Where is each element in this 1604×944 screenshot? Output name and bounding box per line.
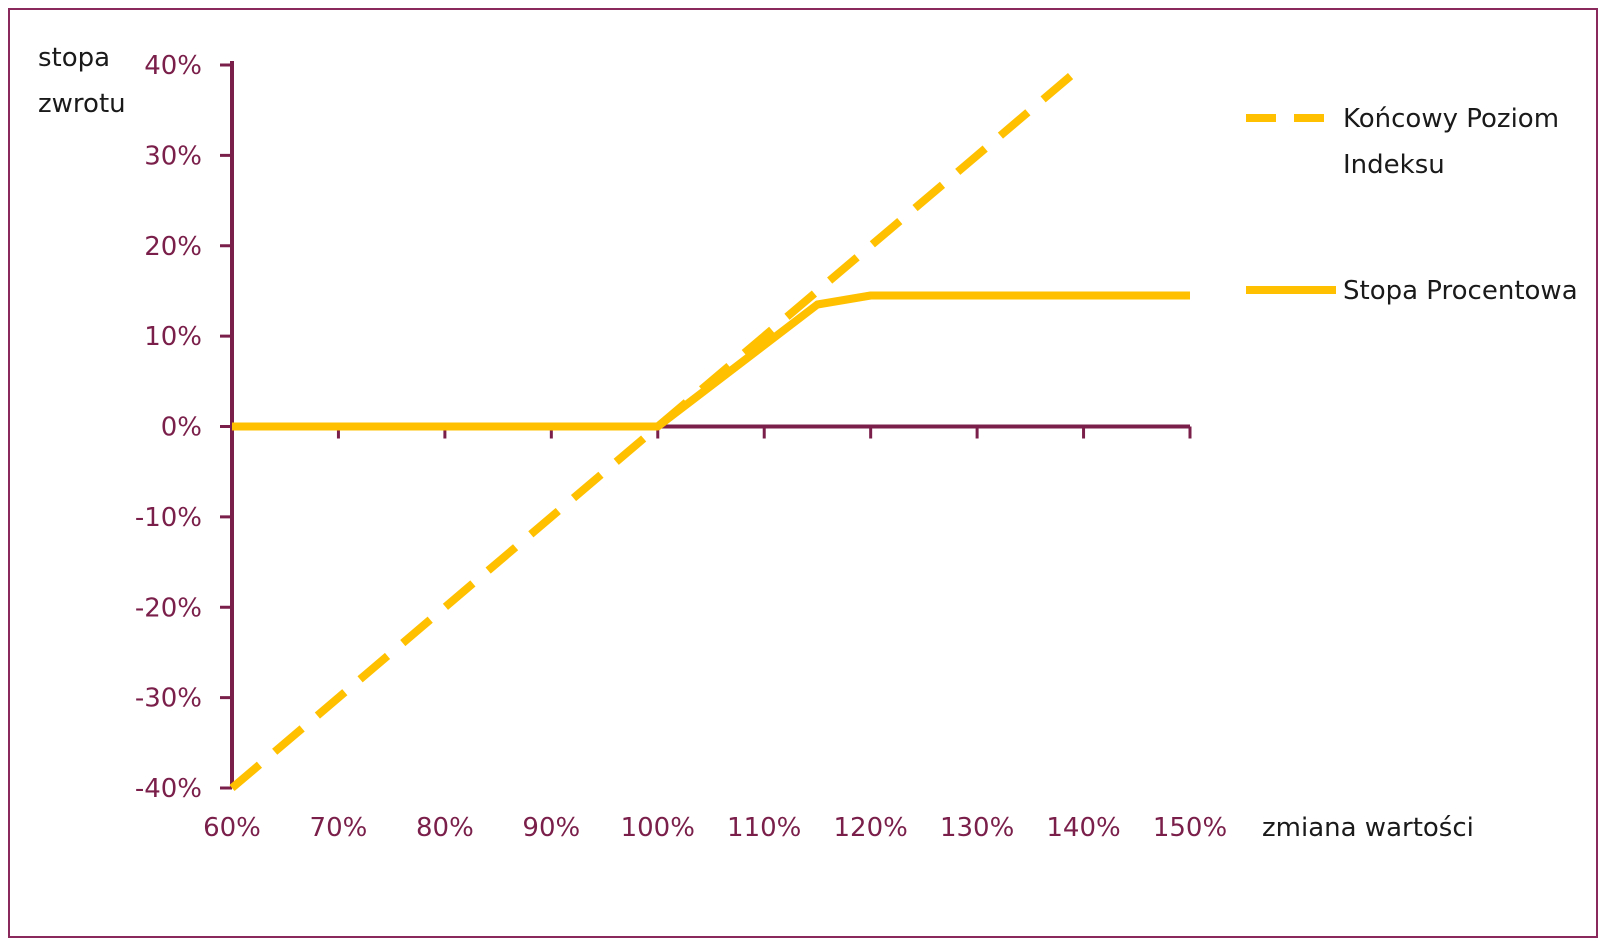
x-tick-label: 130% — [940, 813, 1014, 843]
x-tick-label: 150% — [1153, 813, 1227, 843]
y-tick-label: 10% — [144, 322, 202, 352]
legend-entry-label: Indeksu — [1343, 150, 1445, 180]
y-axis-title: zwrotu — [38, 89, 126, 119]
series-layer — [229, 61, 1190, 792]
y-tick-label: 20% — [144, 232, 202, 262]
legend-entry-label: Stopa Procentowa — [1343, 276, 1578, 306]
y-tick-label: 0% — [161, 413, 202, 443]
x-tick-label: 110% — [727, 813, 801, 843]
x-tick-label: 120% — [833, 813, 907, 843]
labels-layer: 40% 30% 20% 10% 0% -10% -20% -30% -40%60% 70% 80% 9… — [38, 43, 1474, 843]
y-tick-label: -40% — [135, 774, 202, 804]
legend: Końcowy Poziom Indeksu Stopa Procentowa — [1246, 104, 1578, 306]
x-axis-title: zmiana wartości — [1262, 813, 1474, 843]
y-tick-label: -20% — [135, 593, 202, 623]
x-tick-label: 90% — [522, 813, 580, 843]
x-tick-label: 140% — [1046, 813, 1120, 843]
legend-entry-label: Końcowy Poziom — [1343, 104, 1559, 134]
x-tick-label: 70% — [310, 813, 368, 843]
chart-frame — [8, 8, 1598, 938]
x-tick-label: 80% — [416, 813, 474, 843]
series-line-stopa-procentowa — [232, 291, 1190, 431]
y-tick-label: -30% — [135, 684, 202, 714]
x-tick-label: 60% — [203, 813, 261, 843]
x-tick-label: 100% — [621, 813, 695, 843]
y-tick-label: -10% — [135, 503, 202, 533]
series-line-koncowy-poziom-indeksu — [229, 61, 1087, 792]
y-tick-label: 30% — [144, 141, 202, 171]
y-tick-label: 40% — [144, 51, 202, 81]
y-axis-title: stopa — [38, 43, 110, 73]
